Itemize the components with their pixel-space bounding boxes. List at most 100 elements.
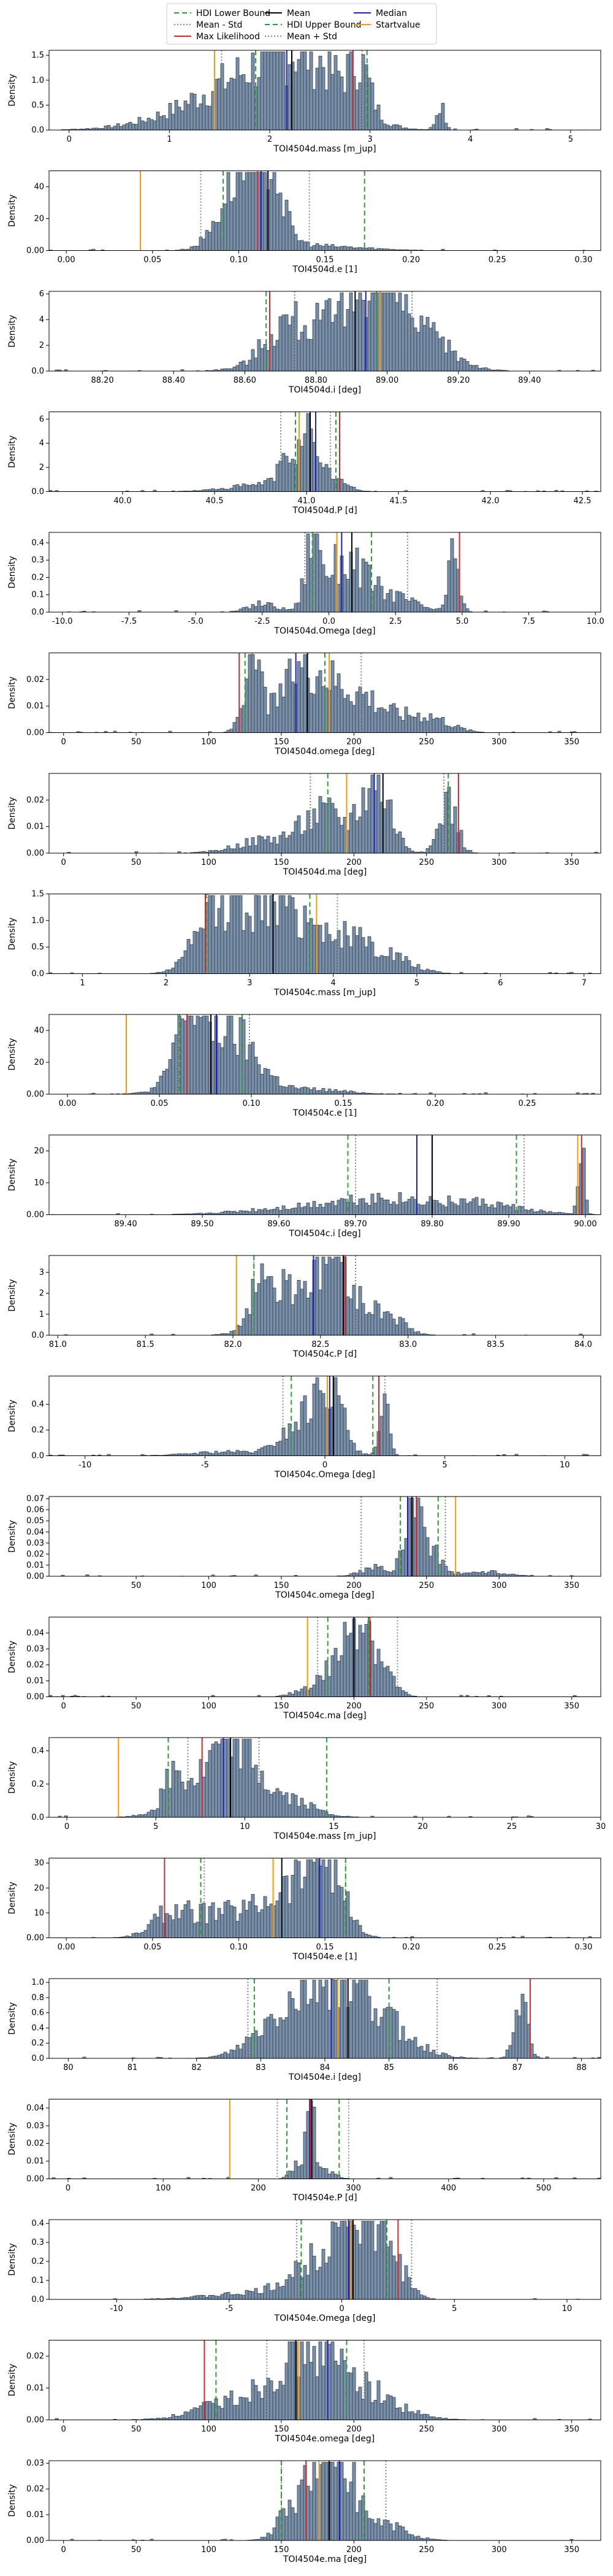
hist-bar [275,1900,280,1938]
hist-bar [432,1546,436,1577]
hist-bar [205,2297,209,2300]
hist-bar [260,2035,264,2059]
x-tick-label: 350 [564,738,579,747]
x-tick-label: 0.05 [151,1099,169,1108]
hist-bar [171,113,175,131]
hist-bar [192,2295,197,2300]
hist-bar [343,1622,347,1697]
hist-bar [156,1082,160,1095]
plot-frame [48,171,601,251]
hist-bar [254,358,258,372]
y-tick-label: 0.02 [26,2485,44,2494]
x-tick-label: 100 [201,858,216,867]
hist-bar [140,1814,145,1818]
hist-bar [361,1932,365,1938]
hist-bar [275,464,280,492]
hist-bar [355,820,359,854]
histogram-bars [88,1016,595,1095]
hist-bar [352,1920,356,1938]
hist-bar [435,829,439,854]
hist-bar [370,690,375,733]
hist-bar [229,201,234,251]
hist-bar [330,1893,335,1938]
hist-bar [343,1408,347,1456]
hist-bar [189,246,194,251]
hist-bar [281,315,286,372]
hist-bar [373,1664,378,1697]
y-tick-label: 1.5 [31,890,44,899]
hist-bar [392,960,396,974]
hist-bar [275,2026,280,2059]
hist-bar [291,897,295,974]
hist-bar [263,1446,267,1456]
hist-bar [349,2482,353,2541]
hist-bar [137,1933,142,1938]
hist-bar [235,1212,240,1215]
x-tick-label: 0.10 [230,256,248,265]
hist-bar [407,2277,411,2300]
hist-bar [245,1910,249,1938]
hist-bar [318,320,322,372]
hist-bar [294,821,298,854]
hist-bar [287,1085,292,1095]
y-tick-label: 2 [39,1289,44,1298]
panel-18: 0 100 200 300 400 5000.000.010.020.030.04TOI4… [7,2099,601,2203]
hist-bar [425,848,430,854]
hist-bar [165,1913,169,1938]
hist-bar [309,2243,313,2300]
hist-bar [168,969,172,974]
hist-bar [202,1451,206,1456]
hist-bar [287,324,292,372]
legend-entry-maxlik: Max Likelihood [174,32,260,42]
hist-bar [337,2227,341,2300]
hist-bar [309,1292,313,1336]
hist-bar [248,654,252,733]
hist-bar [294,2160,298,2179]
hist-bar [287,895,292,974]
hist-bar [257,1209,261,1215]
hist-bar [269,602,273,613]
hist-bar [456,1571,460,1577]
hist-bar [266,602,270,613]
hist-bar [245,2398,249,2420]
hist-bar [235,717,240,733]
hist-bar [238,1913,243,1938]
hist-bar [367,247,371,251]
hist-bar [333,939,338,974]
y-tick-label: 0.5 [31,943,44,952]
hist-bar [312,808,316,854]
hist-bar [428,1555,433,1577]
hist-bar [300,1689,304,1697]
hist-bar [229,848,234,854]
hist-bar [263,1896,267,1938]
hist-bar [272,52,276,131]
hist-bar [211,1744,215,1818]
y-tick-label: 0.04 [26,2104,44,2113]
hist-bar [318,2166,322,2179]
hist-bar [180,1018,185,1095]
hist-bar [254,895,258,974]
y-axis-label: Density [7,918,17,950]
hist-bar [205,2401,209,2420]
plot-frame [48,2219,601,2300]
x-tick-label: 5 [153,1822,158,1831]
hist-bar [386,711,390,733]
x-tick-label: 84 [320,2063,330,2072]
hist-bar [379,2525,384,2541]
hist-bar [235,1055,240,1095]
hist-bar [379,2221,384,2300]
hist-bar [376,2518,381,2541]
hist-bar [208,1906,212,1938]
hist-bar [428,713,433,733]
hist-bar [251,1894,255,1938]
hist-bar [410,1196,414,1215]
hist-bar [281,831,286,854]
hist-bar [459,596,463,613]
hist-bar [229,368,234,372]
hist-bar [425,968,430,974]
hist-bar [205,1923,209,1938]
hist-bar [312,1861,316,1938]
hist-bar [242,1739,246,1818]
hist-bar [487,1571,491,1577]
hist-bar [352,1572,356,1577]
